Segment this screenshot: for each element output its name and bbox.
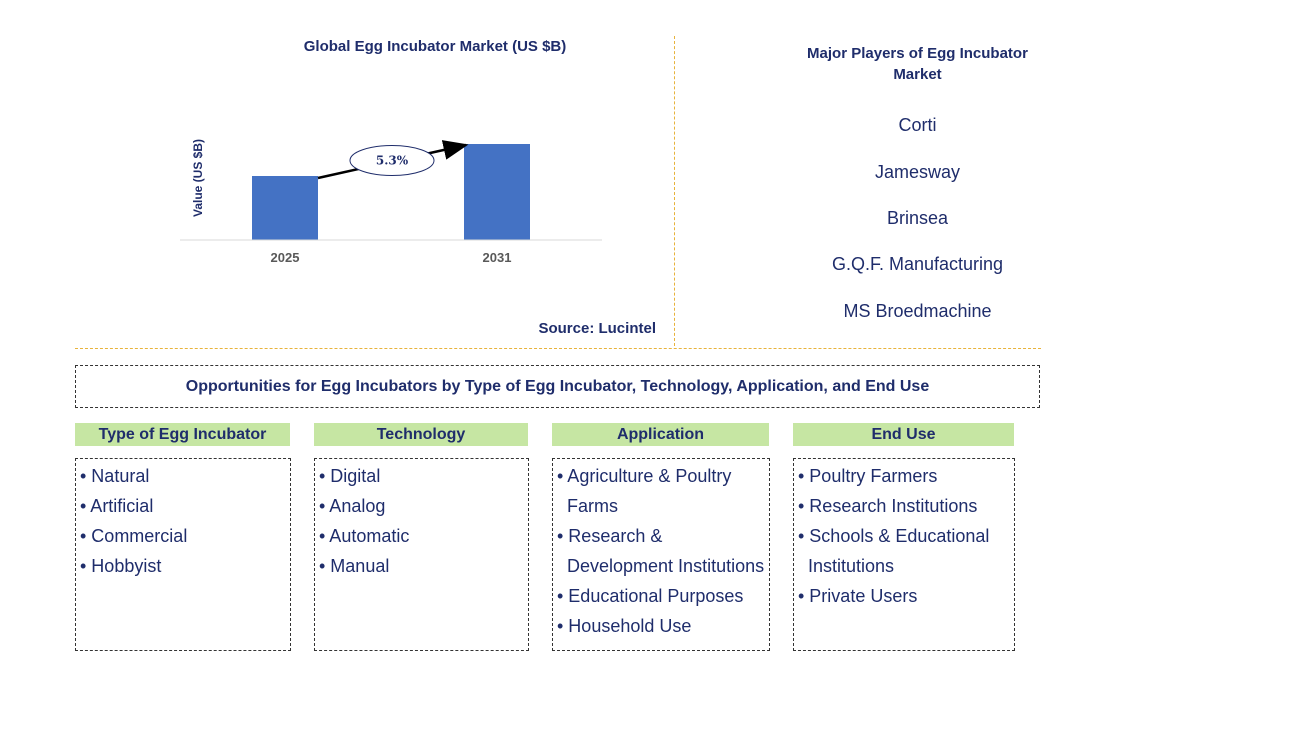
list-item: • Private Users [798, 586, 918, 606]
category-header-technology: Technology [314, 423, 528, 446]
y-axis-label: Value (US $B) [191, 139, 205, 217]
x-tick-label: 2031 [483, 250, 512, 265]
list-item: Farms [567, 496, 618, 516]
category-header-type: Type of Egg Incubator [75, 423, 290, 446]
list-item: Development Institutions [567, 556, 765, 576]
list-item: Institutions [808, 556, 895, 576]
player-item: G.Q.F. Manufacturing [831, 254, 1004, 274]
list-item: • Schools & Educational [798, 526, 990, 546]
list-item: • Research Institutions [798, 496, 978, 516]
list-item: • Manual [319, 556, 390, 576]
players-title: Major Players of Egg Incubator Market [807, 45, 1028, 83]
x-tick-label: 2025 [271, 250, 300, 265]
list-item: • Analog [319, 496, 386, 516]
category-box-end-use: • Poultry Farmers • Research Institution… [793, 458, 1015, 651]
list-item: • Agriculture & Poultry [557, 466, 732, 486]
player-item: MS Broedmachine [843, 301, 992, 321]
category-box-type: • Natural • Artificial • Commercial • Ho… [75, 458, 291, 651]
category-header-end-use: End Use [793, 423, 1014, 446]
opportunities-title: Opportunities for Egg Incubators by Type… [75, 365, 1040, 408]
category-header-application: Application [552, 423, 769, 446]
category-box-technology: • Digital • Analog • Automatic • Manual [314, 458, 529, 651]
vertical-divider [674, 36, 675, 346]
list-item: • Educational Purposes [557, 586, 744, 606]
cagr-ellipse [349, 145, 435, 176]
horizontal-divider [75, 348, 1041, 349]
bar-chart: Value (US $B) 2025 2031 5.3% [180, 139, 602, 265]
list-item: • Digital [319, 466, 381, 486]
list-item: • Commercial [80, 526, 188, 546]
player-item: Corti [898, 115, 937, 135]
source-label: Source: Lucintel [538, 320, 656, 337]
list-item: • Poultry Farmers [798, 466, 938, 486]
bar-2025 [252, 176, 318, 240]
list-item: • Natural [80, 466, 150, 486]
list-item: • Automatic [319, 526, 410, 546]
list-item: • Hobbyist [80, 556, 162, 576]
player-item: Jamesway [874, 162, 961, 182]
list-item: • Household Use [557, 616, 692, 636]
bar-2031 [464, 144, 530, 240]
chart-title: Global Egg Incubator Market (US $B) [303, 38, 567, 55]
player-item: Brinsea [886, 208, 949, 228]
category-box-application: • Agriculture & Poultry Farms • Research… [552, 458, 770, 651]
list-item: • Research & [557, 526, 663, 546]
list-item: • Artificial [80, 496, 154, 516]
cagr-label: 5.3% [376, 154, 409, 168]
